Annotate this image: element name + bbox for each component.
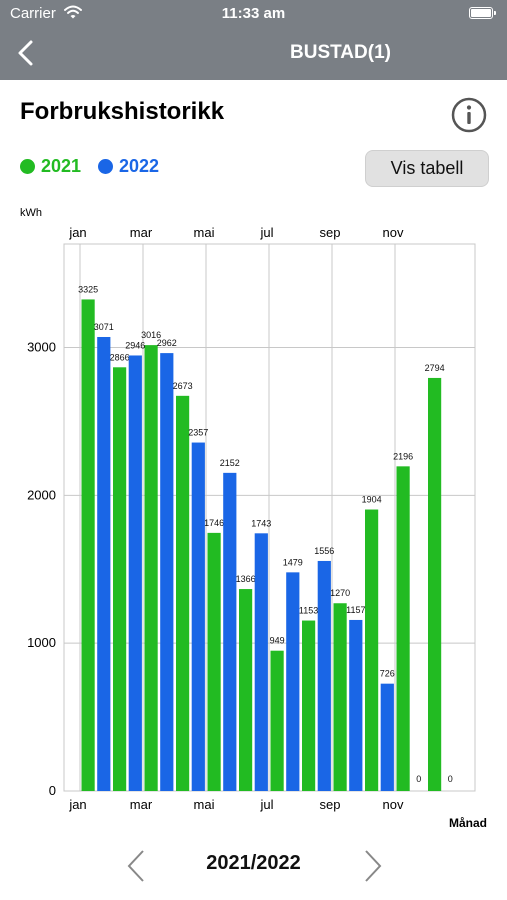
bar-value-label: 2196 (393, 451, 413, 461)
bar-2022-jan (97, 336, 111, 791)
bar-2021-mar (144, 345, 158, 791)
bar-value-label: 2357 (188, 428, 208, 438)
legend-item-2021: 2021 (20, 156, 81, 177)
legend-swatch-2021 (20, 159, 35, 174)
legend-label-2021: 2021 (41, 156, 82, 176)
info-circle-icon (451, 97, 487, 133)
bar-value-label: 3071 (94, 322, 114, 332)
bar-2021-aug (302, 620, 316, 791)
bar-2021-mai (207, 532, 221, 791)
bar-value-label: 1746 (204, 518, 224, 528)
bar-2021-des (428, 377, 442, 791)
x-tick-label: mar (130, 797, 153, 812)
bar-2021-okt (365, 509, 379, 791)
bar-value-label: 0 (448, 774, 453, 784)
navigation-header: Carrier 11:33 am BUSTAD(1) (0, 0, 507, 80)
bar-value-label: 3325 (78, 284, 98, 294)
bar-value-label: 3016 (141, 330, 161, 340)
status-time: 11:33 am (221, 5, 286, 22)
bar-value-label: 726 (380, 669, 395, 679)
bar-2022-feb (128, 355, 142, 791)
wifi-icon (64, 5, 82, 19)
bar-value-label: 1479 (283, 557, 303, 567)
chevron-left-icon (18, 40, 33, 66)
back-button[interactable] (12, 38, 38, 68)
bar-2022-mar (160, 353, 174, 791)
x-axis-label: Månad (449, 816, 487, 830)
info-button[interactable] (450, 96, 488, 134)
bar-2021-apr (176, 395, 190, 791)
battery-icon (469, 7, 496, 19)
nav-title-wrap: BUSTAD(1) (0, 42, 507, 64)
bar-2021-jul (270, 650, 284, 791)
bar-2021-feb (113, 367, 127, 791)
bar-2022-apr (191, 442, 205, 791)
x-tick-label-top: nov (383, 225, 404, 240)
bar-value-label: 2673 (173, 381, 193, 391)
y-tick-label: 2000 (27, 487, 56, 502)
bar-value-label: 1157 (346, 605, 365, 615)
bar-value-label: 1366 (236, 574, 256, 584)
x-tick-label-top: mai (194, 225, 215, 240)
previous-period-button[interactable] (124, 848, 148, 884)
chevron-left-icon (127, 850, 144, 882)
bar-2021-jan (81, 299, 95, 791)
bar-2022-okt (380, 683, 394, 791)
x-tick-label: nov (383, 797, 404, 812)
bar-value-label: 0 (416, 774, 421, 784)
bar-value-label: 949 (270, 636, 285, 646)
bar-2022-jun (254, 533, 268, 791)
bar-value-label: 1153 (299, 606, 318, 616)
bar-value-label: 2946 (125, 340, 145, 350)
chevron-right-icon (365, 850, 382, 882)
x-tick-label: jul (259, 797, 273, 812)
legend-label-2022: 2022 (119, 156, 160, 176)
bar-2021-jun (239, 589, 253, 791)
bar-value-label: 2152 (220, 458, 240, 468)
x-tick-label: mai (194, 797, 215, 812)
bar-2022-sep (349, 619, 363, 791)
status-carrier: Carrier (10, 5, 56, 22)
period-label: 2021/2022 (206, 852, 301, 874)
bar-2022-aug (317, 560, 331, 791)
bar-2022-mai (223, 472, 237, 791)
bar-value-label: 1904 (362, 495, 382, 505)
y-axis-label: kWh (20, 207, 42, 219)
bar-value-label: 2866 (110, 352, 130, 362)
y-tick-label: 0 (49, 783, 56, 798)
next-period-button[interactable] (361, 848, 385, 884)
bar-2021-sep (333, 603, 347, 791)
x-tick-label-top: jul (259, 225, 273, 240)
legend-swatch-2022 (98, 159, 113, 174)
bar-value-label: 1556 (314, 546, 334, 556)
bar-value-label: 1270 (330, 588, 350, 598)
y-tick-label: 1000 (27, 635, 56, 650)
y-tick-label: 3000 (27, 339, 56, 354)
x-tick-label: sep (320, 797, 341, 812)
legend-item-2022: 2022 (98, 156, 159, 177)
bar-value-label: 2794 (425, 363, 445, 373)
bar-2022-jul (286, 572, 300, 791)
show-table-button[interactable]: Vis tabell (365, 150, 489, 187)
page-title: Forbrukshistorikk (20, 98, 225, 125)
bar-value-label: 1743 (251, 518, 271, 528)
x-tick-label-top: sep (320, 225, 341, 240)
nav-title: BUSTAD(1) (290, 42, 391, 63)
x-tick-label-top: mar (130, 225, 153, 240)
consumption-chart: 0 1000 2000 3000 jan jan mar mar mai mai jul jul sep… (20, 207, 487, 830)
x-tick-label: jan (68, 797, 86, 812)
bar-value-label: 2962 (157, 338, 177, 348)
bar-2021-nov (396, 466, 410, 791)
x-tick-label-top: jan (68, 225, 86, 240)
